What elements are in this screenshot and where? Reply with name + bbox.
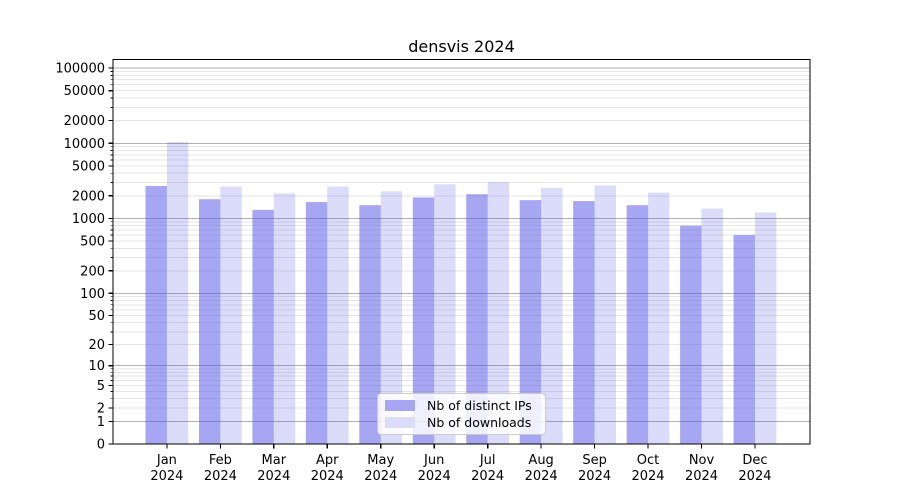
bar-downloads-mar xyxy=(273,193,296,444)
legend-item-downloads: Nb of downloads xyxy=(385,415,539,430)
axes-spines xyxy=(112,58,811,445)
bar-ips-jul xyxy=(466,194,488,444)
y-tick-label: 50000 xyxy=(64,84,105,99)
y-tick-label: 0 xyxy=(97,438,105,453)
x-tick-label-year: 2024 xyxy=(418,469,451,484)
bar-downloads-apr xyxy=(327,186,349,444)
bar-downloads-aug xyxy=(541,187,563,444)
bar-downloads-sep xyxy=(594,185,616,444)
bar-ips-oct xyxy=(626,205,649,444)
bar-ips-sep xyxy=(573,201,595,444)
x-tick-label-year: 2024 xyxy=(471,469,504,484)
bar-ips-aug xyxy=(519,200,542,444)
x-tick-label-year: 2024 xyxy=(631,469,664,484)
bar-ips-apr xyxy=(305,202,328,444)
bar-ips-nov xyxy=(680,225,702,444)
legend: Nb of distinct IPs Nb of downloads xyxy=(377,393,546,435)
x-tick-label-month: Nov xyxy=(689,453,715,468)
y-tick-label: 100 xyxy=(80,287,105,302)
legend-item-distinct-ips: Nb of distinct IPs xyxy=(385,398,539,413)
bar-downloads-jul xyxy=(487,182,510,444)
x-tick-label-year: 2024 xyxy=(257,469,290,484)
y-tick-label: 20000 xyxy=(64,114,105,129)
x-tick-label-year: 2024 xyxy=(150,469,183,484)
x-tick-label-month: Apr xyxy=(316,453,339,468)
x-tick-label-year: 2024 xyxy=(204,469,237,484)
chart-title: densvis 2024 xyxy=(408,37,515,56)
y-tick-label: 200 xyxy=(80,264,105,279)
bar-downloads-feb xyxy=(220,186,242,444)
bar-downloads-jan xyxy=(166,141,189,445)
bar-downloads-nov xyxy=(701,208,723,444)
y-tick-label: 5 xyxy=(97,379,105,394)
legend-label-distinct-ips: Nb of distinct IPs xyxy=(427,398,532,413)
y-tick-label: 2 xyxy=(97,402,105,417)
y-tick-label: 10000 xyxy=(64,137,105,152)
bar-downloads-dec xyxy=(754,212,777,444)
bar-ips-dec xyxy=(733,235,755,444)
bar-ips-jun xyxy=(412,197,435,444)
bar-downloads-jun xyxy=(434,184,456,444)
x-tick-label-year: 2024 xyxy=(578,469,611,484)
y-tick-label: 500 xyxy=(80,235,105,250)
x-tick-label-month: Mar xyxy=(262,453,287,468)
bar-ips-mar xyxy=(252,209,274,444)
y-tick-label: 5000 xyxy=(72,159,105,174)
y-tick-label: 50 xyxy=(88,309,105,324)
x-tick-label-year: 2024 xyxy=(738,469,771,484)
bar-downloads-oct xyxy=(648,192,670,444)
bar-ips-jan xyxy=(145,185,167,444)
y-tick-label: 1 xyxy=(97,415,105,430)
x-tick-label-month: Jun xyxy=(423,453,444,468)
bar-ips-feb xyxy=(198,199,221,444)
x-tick-label-month: Sep xyxy=(582,453,607,468)
x-tick-label-month: Aug xyxy=(528,453,553,468)
x-tick-label-year: 2024 xyxy=(311,469,344,484)
bar-downloads-may xyxy=(380,191,403,444)
bar-ips-may xyxy=(359,205,381,444)
y-tick-label: 20 xyxy=(88,338,105,353)
x-tick-label-month: Jan xyxy=(156,453,177,468)
y-tick-label: 2000 xyxy=(72,189,105,204)
x-tick-label-month: Feb xyxy=(209,453,232,468)
x-tick-label-year: 2024 xyxy=(525,469,558,484)
y-tick-label: 10 xyxy=(88,359,105,374)
x-tick-label-month: Oct xyxy=(637,453,659,468)
x-tick-label-month: Jul xyxy=(479,453,496,468)
legend-label-downloads: Nb of downloads xyxy=(427,415,532,430)
x-tick-label-year: 2024 xyxy=(364,469,397,484)
y-tick-label: 100000 xyxy=(55,62,105,77)
x-tick-label-month: Dec xyxy=(742,453,767,468)
legend-swatch-ips xyxy=(385,400,415,411)
x-tick-label-year: 2024 xyxy=(685,469,718,484)
legend-swatch-downloads xyxy=(385,417,415,428)
x-tick-label-month: May xyxy=(367,453,394,468)
y-tick-label: 1000 xyxy=(72,212,105,227)
